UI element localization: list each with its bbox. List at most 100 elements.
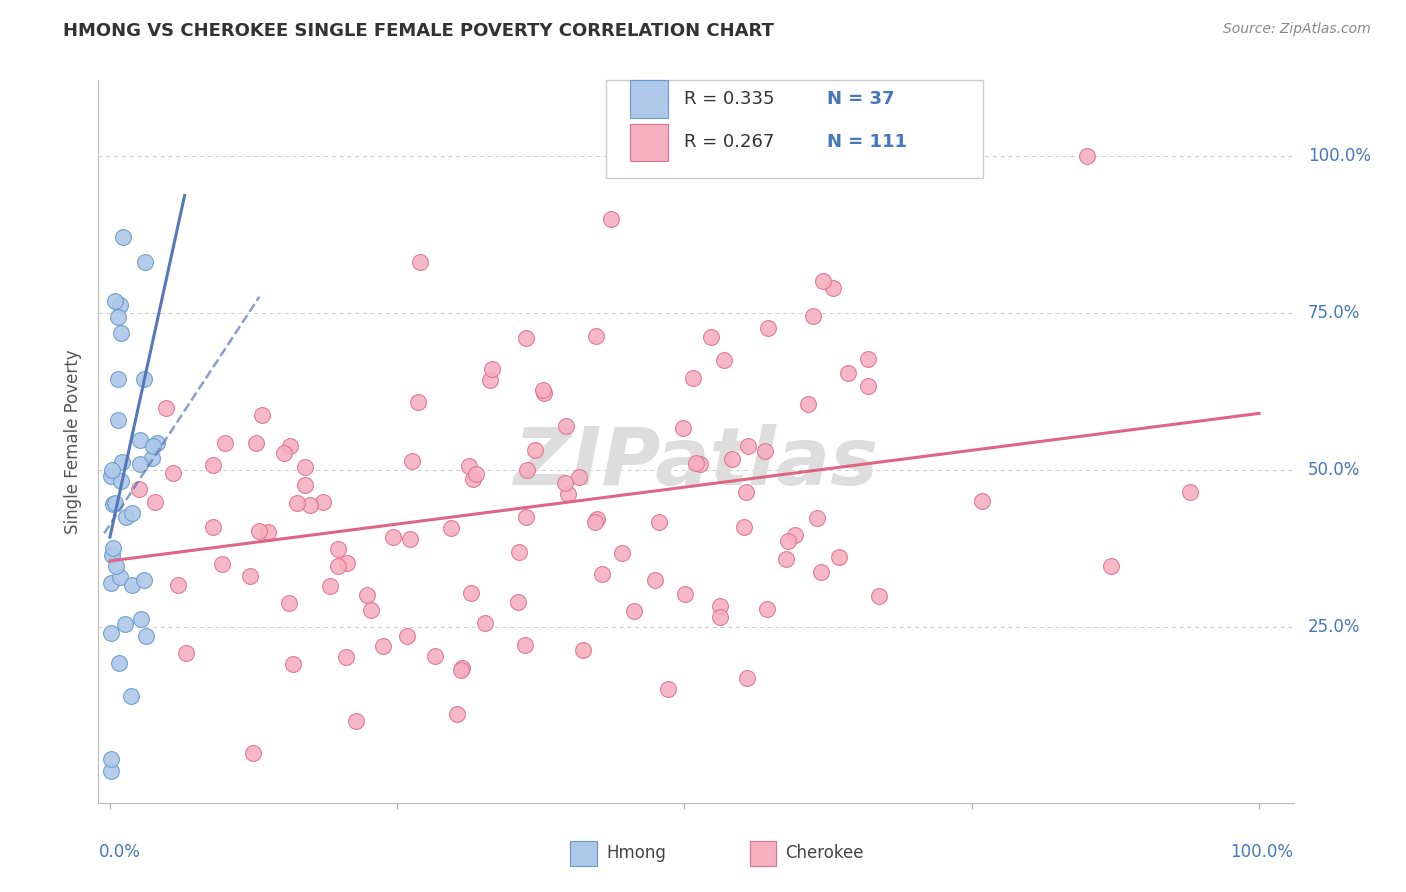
Point	[299, 498, 322, 512]
Point	[101, 548, 124, 562]
Point	[623, 605, 645, 619]
FancyBboxPatch shape	[571, 841, 596, 865]
Point	[278, 596, 301, 610]
Point	[100, 752, 122, 766]
Point	[121, 578, 143, 592]
Text: 100.0%: 100.0%	[1230, 843, 1294, 861]
Point	[1076, 149, 1098, 163]
Point	[114, 617, 136, 632]
Point	[515, 509, 537, 524]
Point	[335, 557, 357, 571]
Point	[682, 371, 704, 385]
Text: 50.0%: 50.0%	[1308, 461, 1360, 479]
Point	[721, 452, 744, 467]
Point	[101, 541, 124, 556]
Point	[280, 439, 302, 453]
Point	[101, 463, 124, 477]
Point	[239, 569, 262, 583]
Point	[451, 661, 474, 675]
Point	[647, 516, 669, 530]
Point	[801, 310, 824, 324]
Text: 75.0%: 75.0%	[1308, 304, 1360, 322]
Text: N = 111: N = 111	[827, 134, 907, 152]
Point	[167, 578, 190, 592]
Point	[515, 330, 537, 344]
Point	[713, 353, 735, 368]
Point	[644, 573, 666, 587]
Point	[143, 495, 166, 509]
Point	[775, 552, 797, 566]
Point	[110, 474, 132, 488]
Point	[516, 463, 538, 477]
Point	[554, 475, 576, 490]
Point	[806, 511, 828, 525]
Point	[121, 506, 143, 520]
Point	[247, 524, 270, 539]
Point	[371, 640, 394, 654]
Point	[120, 689, 142, 703]
Point	[785, 528, 807, 542]
Point	[382, 530, 405, 544]
Point	[796, 396, 818, 410]
Text: HMONG VS CHEROKEE SINGLE FEMALE POVERTY CORRELATION CHART: HMONG VS CHEROKEE SINGLE FEMALE POVERTY …	[63, 22, 775, 40]
Point	[689, 457, 711, 471]
Point	[440, 521, 463, 535]
Point	[132, 372, 155, 386]
Point	[104, 294, 127, 309]
Point	[312, 495, 335, 509]
Point	[409, 255, 432, 269]
Point	[776, 533, 799, 548]
Point	[250, 409, 273, 423]
Point	[463, 471, 485, 485]
Point	[111, 230, 134, 244]
Point	[104, 496, 127, 510]
Point	[685, 456, 707, 470]
Point	[533, 385, 555, 400]
Point	[972, 494, 994, 508]
Point	[657, 682, 679, 697]
Point	[568, 470, 591, 484]
Point	[557, 486, 579, 500]
FancyBboxPatch shape	[630, 80, 668, 118]
Point	[672, 421, 695, 435]
Point	[586, 512, 609, 526]
Point	[1178, 484, 1201, 499]
Point	[132, 573, 155, 587]
Point	[211, 558, 233, 572]
Text: 0.0%: 0.0%	[98, 843, 141, 861]
Point	[531, 383, 554, 397]
Point	[100, 575, 122, 590]
Text: Source: ZipAtlas.com: Source: ZipAtlas.com	[1223, 22, 1371, 37]
Point	[450, 663, 472, 677]
Point	[202, 458, 225, 472]
Point	[810, 565, 832, 579]
FancyBboxPatch shape	[749, 841, 776, 865]
Point	[508, 545, 530, 559]
Point	[446, 706, 468, 721]
Point	[344, 714, 367, 728]
Point	[460, 585, 482, 599]
Point	[142, 439, 165, 453]
Point	[673, 587, 696, 601]
Point	[214, 435, 236, 450]
Point	[104, 559, 127, 574]
Point	[134, 254, 156, 268]
Point	[756, 601, 779, 615]
Point	[733, 520, 755, 534]
Point	[328, 558, 350, 573]
Point	[141, 451, 163, 466]
Point	[162, 466, 184, 480]
Point	[811, 274, 834, 288]
Point	[174, 646, 197, 660]
Point	[103, 497, 125, 511]
FancyBboxPatch shape	[630, 124, 668, 161]
Text: R = 0.335: R = 0.335	[685, 90, 775, 108]
Point	[100, 764, 122, 779]
Point	[478, 373, 501, 387]
Point	[115, 510, 138, 524]
Point	[285, 496, 308, 510]
Point	[709, 599, 731, 613]
Point	[515, 639, 537, 653]
Point	[242, 746, 264, 760]
Point	[735, 671, 758, 685]
